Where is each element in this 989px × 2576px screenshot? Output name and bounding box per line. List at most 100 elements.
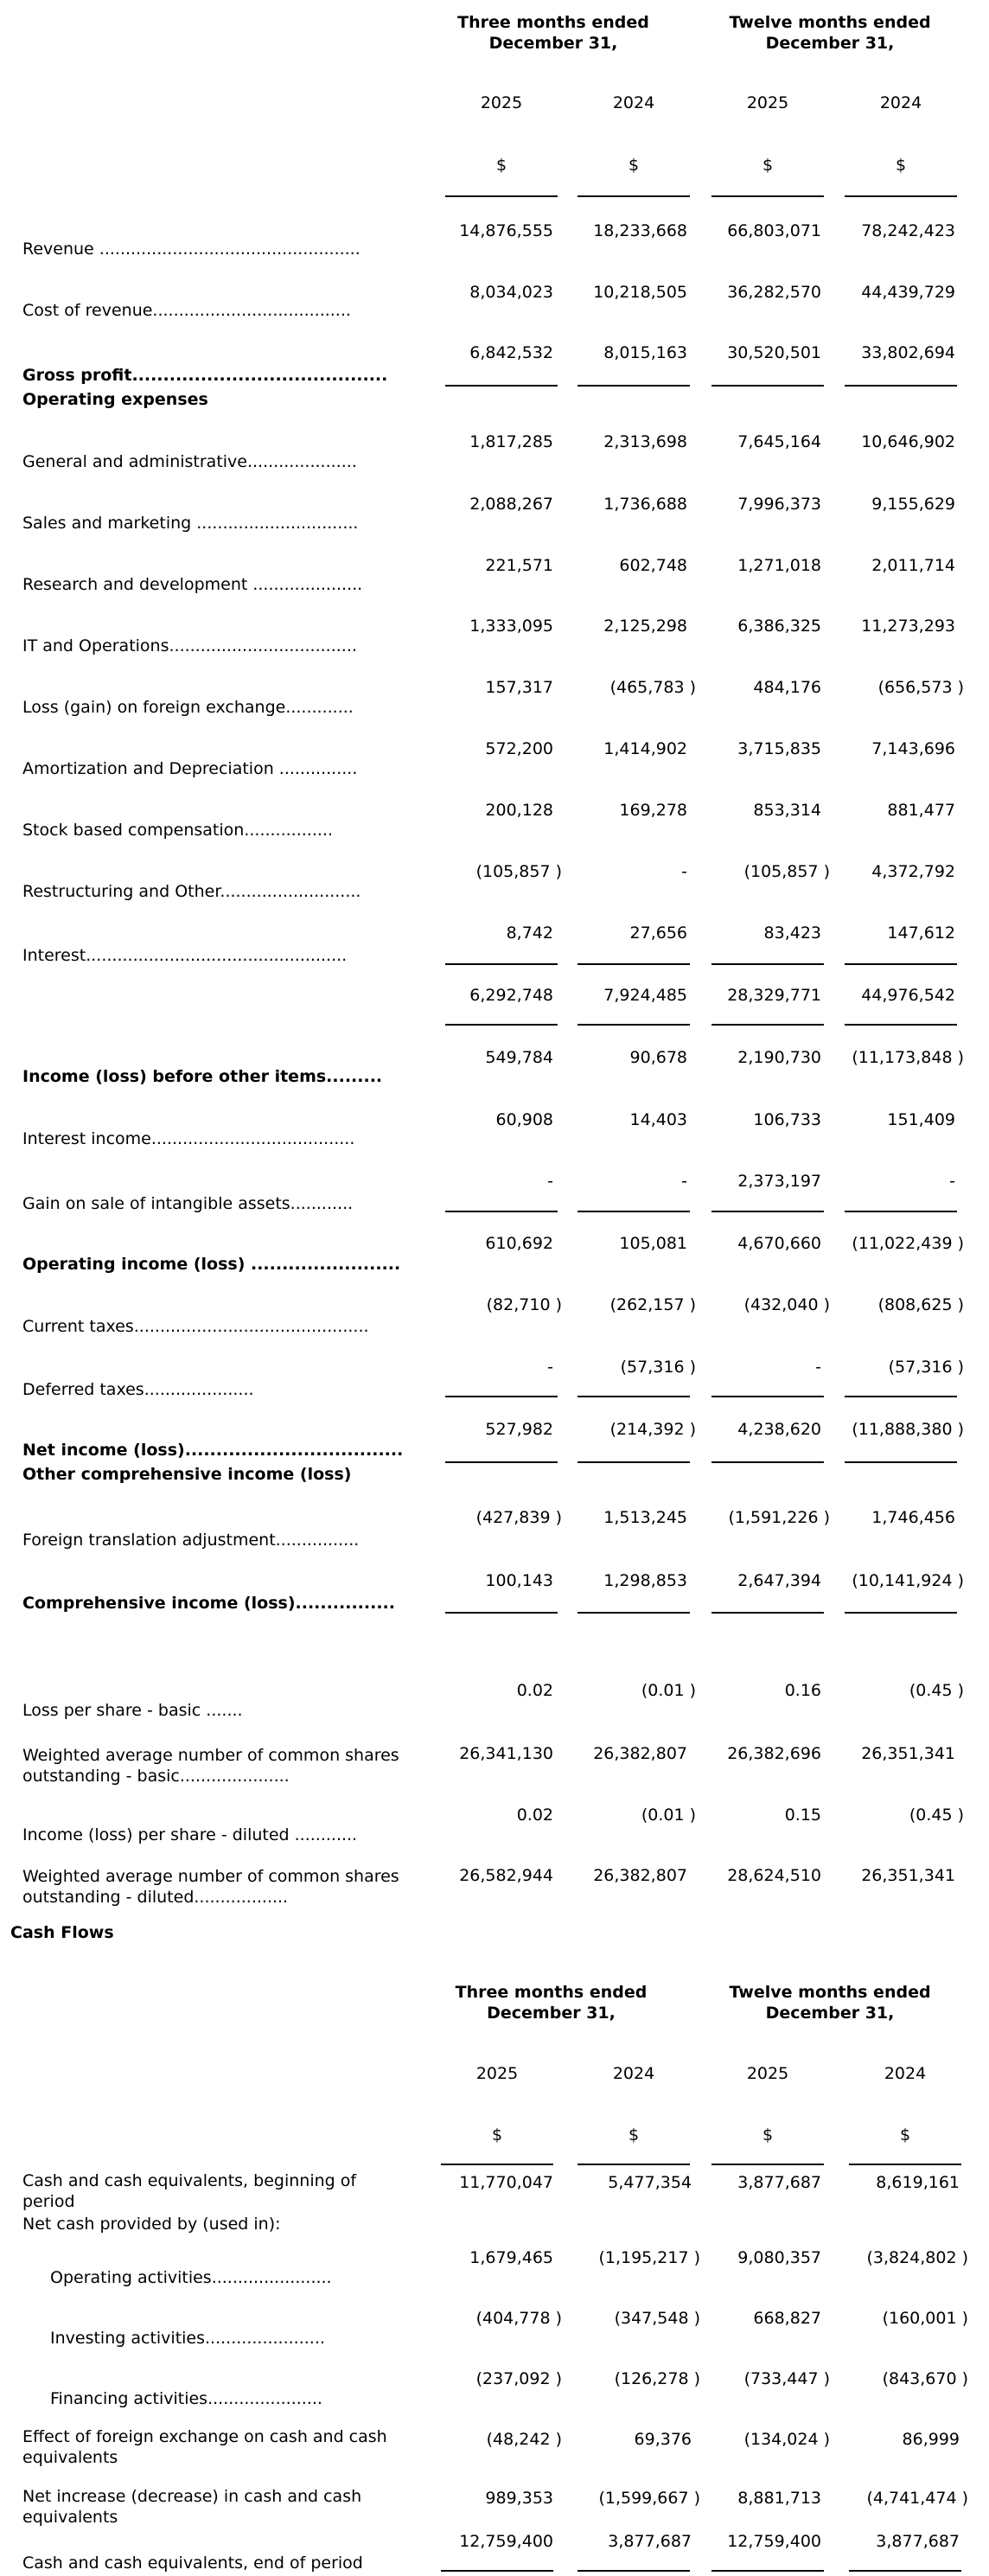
- cf-year-col-2: 2024: [612, 2064, 655, 2083]
- income-label-9: Amortization and Depreciation ..........…: [22, 759, 358, 778]
- cf-value-4-1: (126,278 ): [614, 2369, 700, 2388]
- income-value-23-2: 2,647,394: [737, 1571, 821, 1590]
- income-label-0: Revenue ................................…: [22, 240, 361, 259]
- header-rule-1: [445, 195, 558, 197]
- income-rule-23-3: [845, 1612, 957, 1614]
- cf-value-6-0: 989,353: [485, 2489, 553, 2508]
- income-label-25: Weighted average number of common shares…: [22, 1745, 399, 1787]
- income-label-18: Current taxes...........................…: [22, 1317, 369, 1336]
- income-value-7-3: 11,273,293: [861, 617, 955, 636]
- income-value-11-3: 4,372,792: [871, 862, 955, 881]
- income-label-4: General and administrative..............…: [22, 452, 357, 471]
- income-value-15-1: 14,403: [629, 1110, 687, 1129]
- income-label-1: Cost of revenue.........................…: [22, 301, 351, 320]
- cf-label-3: Investing activities....................…: [50, 2329, 325, 2348]
- income-value-22-2: (1,591,226 ): [728, 1508, 830, 1527]
- income-value-0-1: 18,233,668: [593, 221, 687, 240]
- income-label-27: Weighted average number of common shares…: [22, 1866, 399, 1908]
- cf-value-4-2: (733,447 ): [743, 2369, 830, 2388]
- income-value-17-0: 610,692: [485, 1234, 553, 1253]
- income-rule-16-2: [711, 1211, 824, 1212]
- income-value-2-2: 30,520,501: [727, 343, 821, 362]
- income-value-7-0: 1,333,095: [469, 617, 553, 636]
- cf-header-twelve-months: Twelve months ended December 31,: [718, 1982, 942, 2023]
- income-value-6-3: 2,011,714: [871, 556, 955, 575]
- cf-year-col-4: 2024: [884, 2064, 927, 2083]
- income-value-6-2: 1,271,018: [737, 556, 821, 575]
- income-value-7-2: 6,386,325: [737, 617, 821, 636]
- year-col-4: 2024: [879, 93, 922, 112]
- income-value-14-1: 90,678: [629, 1048, 687, 1067]
- cf-value-4-0: (237,092 ): [475, 2369, 562, 2388]
- income-value-18-1: (262,157 ): [609, 1295, 696, 1314]
- cf-value-7-3: 3,877,687: [876, 2532, 960, 2551]
- cf-value-2-3: (3,824,802 ): [866, 2248, 968, 2267]
- income-value-24-2: 0.16: [784, 1681, 821, 1700]
- cf-header-twelve-months-line2: December 31,: [765, 2004, 895, 2023]
- income-rule-20-1: [577, 1461, 690, 1463]
- income-label-24: Loss per share - basic .......: [22, 1701, 243, 1720]
- income-label-11: Restructuring and Other.................…: [22, 882, 361, 901]
- header-three-months-line2: December 31,: [488, 34, 618, 53]
- cf-value-4-3: (843,670 ): [882, 2369, 968, 2388]
- header-rule-4: [845, 195, 957, 197]
- income-value-16-3: -: [949, 1172, 955, 1191]
- income-value-26-0: 0.02: [516, 1806, 553, 1825]
- income-value-18-2: (432,040 ): [743, 1295, 830, 1314]
- income-value-2-1: 8,015,163: [603, 343, 687, 362]
- cf-value-3-2: 668,827: [753, 2309, 821, 2328]
- income-label-6: Research and development ...............…: [22, 575, 363, 594]
- year-col-3: 2025: [746, 93, 789, 112]
- income-value-0-3: 78,242,423: [861, 221, 955, 240]
- cf-rule-7-1: [577, 2570, 690, 2572]
- currency-col-4: $: [895, 156, 907, 175]
- income-value-1-1: 10,218,505: [593, 283, 687, 302]
- income-value-8-1: (465,783 ): [609, 678, 696, 697]
- income-value-11-2: (105,857 ): [743, 862, 830, 881]
- income-rule-23-2: [711, 1612, 824, 1614]
- income-value-16-2: 2,373,197: [737, 1172, 821, 1191]
- income-value-24-1: (0.01 ): [641, 1681, 696, 1700]
- header-three-months: Three months ended December 31,: [445, 12, 661, 54]
- income-label-15: Interest income.........................…: [22, 1129, 355, 1148]
- income-value-8-3: (656,573 ): [877, 678, 964, 697]
- income-label-8: Loss (gain) on foreign exchange.........…: [22, 698, 354, 717]
- income-value-10-1: 169,278: [619, 801, 687, 820]
- cf-value-3-3: (160,001 ): [882, 2309, 968, 2328]
- cf-header-three-months: Three months ended December 31,: [441, 1982, 661, 2023]
- income-rule-16-3: [845, 1211, 957, 1212]
- cf-year-col-3: 2025: [746, 2064, 789, 2083]
- income-label-16: Gain on sale of intangible assets.......…: [22, 1194, 354, 1213]
- income-rule-12-2: [711, 963, 824, 965]
- cf-value-0-3: 8,619,161: [876, 2173, 960, 2192]
- income-label-20: Net income (loss).......................…: [22, 1441, 404, 1460]
- cf-value-6-1: (1,599,667 ): [598, 2489, 700, 2508]
- cf-rule-7-0: [441, 2570, 553, 2572]
- cf-currency-col-4: $: [899, 2125, 911, 2145]
- cf-value-5-1: 69,376: [634, 2430, 692, 2449]
- cf-header-twelve-months-line1: Twelve months ended: [729, 1983, 931, 2002]
- income-value-13-2: 28,329,771: [727, 986, 821, 1005]
- income-value-5-2: 7,996,373: [737, 495, 821, 514]
- cf-label-0: Cash and cash equivalents, beginning of p…: [22, 2170, 356, 2212]
- currency-col-3: $: [762, 156, 774, 175]
- income-label-22: Foreign translation adjustment..........…: [22, 1531, 360, 1550]
- income-value-22-3: 1,746,456: [871, 1508, 955, 1527]
- income-label-27-line-1: outstanding - diluted..................: [22, 1888, 289, 1907]
- cf-label-2: Operating activities....................…: [50, 2268, 332, 2287]
- income-label-12: Interest................................…: [22, 946, 348, 965]
- cf-currency-col-2: $: [628, 2125, 640, 2145]
- income-rule-13-0: [445, 1024, 558, 1026]
- header-rule-2: [577, 195, 690, 197]
- cf-currency-col-3: $: [762, 2125, 774, 2145]
- income-value-5-0: 2,088,267: [469, 495, 553, 514]
- income-value-27-2: 28,624,510: [727, 1866, 821, 1885]
- income-value-19-1: (57,316 ): [620, 1358, 696, 1377]
- income-value-26-3: (0.45 ): [909, 1806, 964, 1825]
- income-value-8-2: 484,176: [753, 678, 821, 697]
- income-rule-13-2: [711, 1024, 824, 1026]
- income-value-14-0: 549,784: [485, 1048, 553, 1067]
- income-value-25-2: 26,382,696: [727, 1744, 821, 1763]
- income-rule-16-1: [577, 1211, 690, 1212]
- income-rule-16-0: [445, 1211, 558, 1212]
